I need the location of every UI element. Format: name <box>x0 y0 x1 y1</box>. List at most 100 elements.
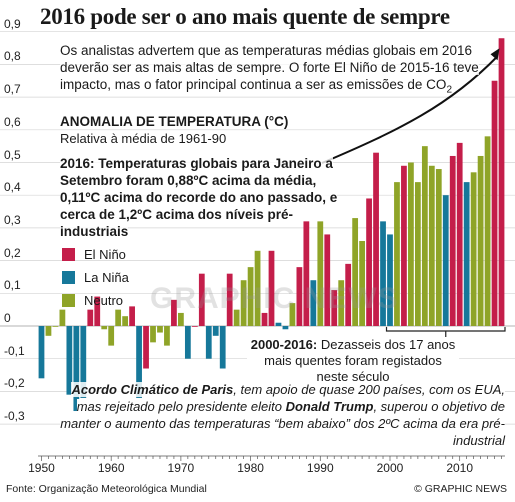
bar-1965 <box>143 326 149 369</box>
y-tick-label: -0,3 <box>4 409 25 424</box>
legend-swatch <box>62 248 75 261</box>
source-credit: Fonte: Organização Meteorológica Mundial <box>6 483 207 495</box>
bar-1999 <box>380 221 386 326</box>
y-tick-label: 0,6 <box>4 114 21 129</box>
bar-1952 <box>52 326 59 327</box>
bar-1993 <box>338 280 345 326</box>
paris-agreement-note: Acordo Climático de Paris, tem apoio de … <box>60 381 505 449</box>
bar-1979 <box>240 280 247 326</box>
bar-2007 <box>435 169 442 326</box>
bar-1971 <box>184 326 191 359</box>
x-tick-label: 1990 <box>306 461 334 475</box>
bar-2012 <box>470 172 477 326</box>
bar-1964 <box>136 326 142 398</box>
y-tick-label: 0,5 <box>4 147 21 162</box>
bar-1990 <box>317 221 324 326</box>
annotation-2016-text: 2016: Temperaturas globais para Janeiro … <box>60 156 338 239</box>
bar-1992 <box>331 290 338 326</box>
y-tick-label: -0,2 <box>4 376 25 391</box>
bar-1998 <box>373 152 379 326</box>
bar-1961 <box>115 309 122 326</box>
bar-2005 <box>421 146 428 326</box>
legend-label: El Niño <box>84 247 126 262</box>
bar-2006 <box>428 165 435 326</box>
bar-2014 <box>484 136 491 326</box>
bar-2009 <box>449 155 456 326</box>
bar-1967 <box>157 326 163 333</box>
bar-2015 <box>491 80 498 326</box>
bar-1995 <box>352 218 359 326</box>
bar-2001 <box>394 182 400 326</box>
bar-1987 <box>296 267 303 326</box>
bar-1988 <box>303 221 310 326</box>
bar-2008 <box>442 195 449 326</box>
x-tick-label: 1950 <box>28 461 55 475</box>
x-tick-label: 1980 <box>237 461 264 475</box>
y-tick-label: 0,2 <box>4 245 21 260</box>
copyright-credit: © GRAPHIC NEWS <box>414 483 507 495</box>
bar-1975 <box>212 326 219 336</box>
y-tick-label: 0 <box>4 311 11 325</box>
bar-1984 <box>275 322 282 326</box>
bar-2016 <box>498 38 505 327</box>
chart-title: 2016 pode ser o ano mais quente de sempr… <box>40 4 450 29</box>
bar-1982 <box>261 312 268 326</box>
bar-1978 <box>233 309 240 326</box>
bar-1991 <box>324 234 331 326</box>
anomaly-subtitle: Relativa à média de 1961-90 <box>60 131 227 146</box>
bar-1997 <box>366 198 372 326</box>
bar-2002 <box>401 165 407 326</box>
x-tick-label: 2000 <box>376 461 404 475</box>
x-tick-label: 2010 <box>446 461 474 475</box>
annotation-arrow <box>321 55 499 164</box>
bar-1969 <box>171 299 177 326</box>
bar-2004 <box>414 182 421 326</box>
bar-1970 <box>178 312 184 326</box>
bar-1958 <box>94 296 101 326</box>
legend-swatch <box>62 271 75 284</box>
bar-1980 <box>247 267 254 326</box>
decade-bracket <box>385 327 506 337</box>
legend-label: Neutro <box>84 293 124 308</box>
bar-1983 <box>268 250 275 326</box>
x-tick-label: 1970 <box>167 461 195 475</box>
bar-1962 <box>122 316 129 326</box>
decade-note-bold: 2000-2016: <box>250 337 318 352</box>
legend-swatch <box>62 294 75 307</box>
bar-1957 <box>87 309 94 326</box>
bar-1966 <box>150 326 156 343</box>
chart-axis <box>38 455 505 461</box>
bar-1951 <box>45 326 52 336</box>
bar-1989 <box>310 280 317 326</box>
anomaly-title: ANOMALIA DE TEMPERATURA (°C) <box>60 114 289 129</box>
chart-bars <box>38 38 505 412</box>
annotation-arrowhead <box>490 48 500 61</box>
bar-1994 <box>345 263 352 326</box>
y-tick-label: 0,1 <box>4 278 21 293</box>
intro-paragraph: Os analistas advertem que as temperatura… <box>60 42 480 99</box>
y-tick-label: -0,1 <box>4 343 25 358</box>
bar-1960 <box>108 326 115 346</box>
intro-text: Os analistas advertem que as temperatura… <box>60 43 479 92</box>
bar-1986 <box>289 303 296 326</box>
chart-annotations <box>321 48 506 337</box>
bar-1954 <box>66 326 73 395</box>
y-tick-label: 0,4 <box>4 180 21 195</box>
bar-1955 <box>73 326 80 412</box>
paris-note-bold-1: Acordo Climático de Paris <box>71 382 234 397</box>
co2-subscript: 2 <box>446 84 452 96</box>
bar-1981 <box>254 250 261 326</box>
x-tick-label: 1960 <box>97 461 125 475</box>
decade-note: 2000-2016: Dezasseis dos 17 anos mais qu… <box>247 337 459 385</box>
bar-1976 <box>219 326 226 369</box>
bar-1959 <box>101 326 108 330</box>
bar-2010 <box>456 142 463 326</box>
bar-1985 <box>282 326 289 330</box>
y-tick-label: 0,7 <box>4 82 21 97</box>
bar-2011 <box>463 182 470 326</box>
y-tick-label: 0,8 <box>4 49 21 64</box>
y-tick-label: 0,3 <box>4 212 21 227</box>
bar-1968 <box>164 326 170 346</box>
bar-1996 <box>359 240 365 326</box>
